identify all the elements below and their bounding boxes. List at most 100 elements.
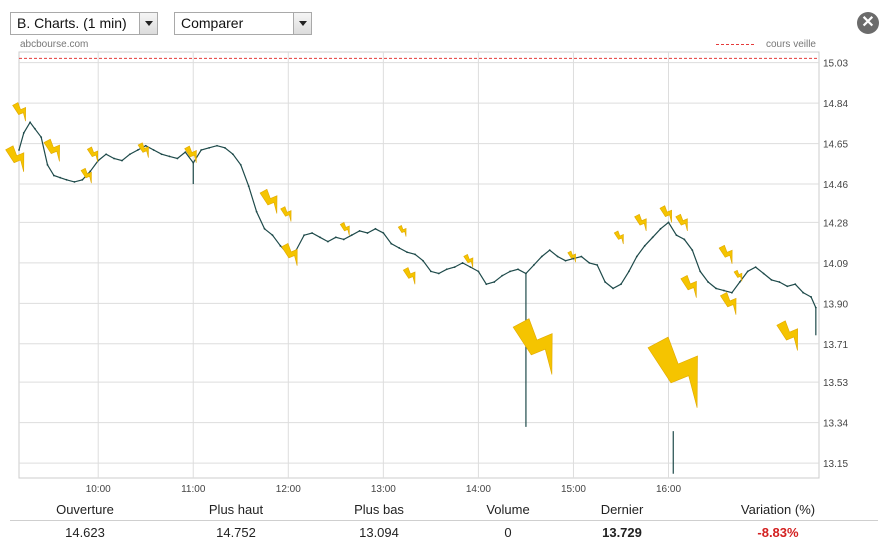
price-point <box>255 210 258 213</box>
chevron-down-icon[interactable] <box>139 13 157 34</box>
price-point <box>469 266 472 269</box>
y-tick-label: 13.34 <box>823 419 848 430</box>
price-point <box>46 163 49 166</box>
lightning-bolt-icon <box>776 320 798 351</box>
stat-value: 0 <box>504 525 512 540</box>
price-point <box>366 232 369 234</box>
stat-header: Volume <box>486 502 530 517</box>
price-point <box>620 283 622 286</box>
y-tick-label: 13.71 <box>823 340 848 351</box>
y-tick-label: 13.90 <box>823 299 848 310</box>
price-point <box>271 234 274 237</box>
price-point <box>802 291 805 294</box>
price-point <box>628 270 630 273</box>
lightning-bolt-icon <box>397 225 407 237</box>
price-point <box>643 244 646 247</box>
price-point <box>429 270 432 273</box>
x-tick-label: 10:00 <box>86 484 111 495</box>
close-icon[interactable]: ✕ <box>857 12 879 34</box>
price-point <box>350 234 353 237</box>
price-point <box>208 146 210 149</box>
price-point <box>358 230 361 232</box>
price-point <box>342 238 345 241</box>
price-point <box>572 257 575 260</box>
y-tick-label: 13.53 <box>823 378 848 389</box>
price-point <box>786 285 789 288</box>
price-point <box>730 291 733 294</box>
price-point <box>532 264 535 266</box>
price-point <box>683 238 686 241</box>
lightning-bolt-icon <box>280 206 292 222</box>
price-point <box>247 185 250 188</box>
intraday-price-chart[interactable]: 10:00 11:00 12:00 13:00 14:00 15:00 16:00 15.0… <box>0 0 888 496</box>
lightning-bolt-icon <box>675 213 688 232</box>
lightning-bolt-icon <box>613 230 624 245</box>
stat-value: 13.094 <box>359 525 399 540</box>
price-point <box>144 144 147 147</box>
lightning-bolt-icon <box>281 242 298 266</box>
lightning-bolt-icon <box>512 318 553 375</box>
y-tick-label: 14.65 <box>823 140 848 151</box>
stat-header: Plus haut <box>208 502 264 517</box>
price-point <box>216 144 218 147</box>
price-point <box>564 259 567 262</box>
price-point <box>89 170 92 173</box>
chart-type-select[interactable]: B. Charts. (1 min) <box>10 12 158 35</box>
y-tick-label: 14.46 <box>823 180 848 191</box>
lightning-bolt-icon <box>733 269 743 282</box>
price-point <box>588 261 591 264</box>
price-point <box>540 255 543 258</box>
price-point <box>509 270 511 273</box>
price-point <box>152 149 155 151</box>
price-point <box>485 283 488 286</box>
price-point <box>699 270 702 273</box>
plot-area-frame <box>18 51 820 479</box>
stat-header: Ouverture <box>56 502 114 517</box>
price-point <box>778 281 781 283</box>
price-point <box>453 266 456 269</box>
y-tick-label: 14.28 <box>823 218 848 229</box>
legend-label: cours veille <box>765 39 816 50</box>
x-tick-label: 13:00 <box>371 484 396 495</box>
price-point <box>548 249 551 251</box>
price-point <box>136 149 139 151</box>
chevron-down-icon[interactable] <box>293 13 311 34</box>
price-point <box>398 247 401 249</box>
price-point <box>770 279 773 281</box>
price-point <box>231 153 234 156</box>
y-tick-label: 14.84 <box>823 99 848 110</box>
stat-header: Dernier <box>600 502 644 517</box>
price-point <box>715 287 717 290</box>
source-label: abcbourse.com <box>20 39 89 50</box>
x-tick-label: 12:00 <box>276 484 301 495</box>
lightning-bolt-icon <box>402 267 416 285</box>
price-point <box>461 261 464 264</box>
x-tick-label: 11:00 <box>181 484 206 495</box>
price-point <box>128 153 131 156</box>
price-point <box>604 281 607 283</box>
lightning-bolt-icon <box>718 244 733 264</box>
price-point <box>176 157 179 160</box>
lightning-bolt-icon <box>463 253 474 268</box>
price-point <box>667 221 670 224</box>
price-point <box>612 287 614 290</box>
lightning-bolt-icon <box>719 291 737 315</box>
price-point <box>707 281 710 283</box>
price-point <box>596 264 599 266</box>
price-point <box>33 127 36 130</box>
price-point <box>239 163 242 166</box>
stat-value: 14.752 <box>216 525 256 540</box>
price-point <box>168 155 171 158</box>
x-tick-label: 14:00 <box>466 484 491 495</box>
compare-select[interactable]: Comparer <box>174 12 312 35</box>
price-point <box>22 132 25 134</box>
stat-value: -8.83% <box>757 525 799 540</box>
price-point <box>580 255 583 258</box>
lightning-bolt-icon <box>12 102 26 122</box>
x-tick-label: 16:00 <box>656 484 681 495</box>
price-point <box>121 159 123 162</box>
lightning-bolt-icon <box>137 142 149 158</box>
price-point <box>319 236 321 239</box>
price-point <box>279 244 282 247</box>
compare-select-value: Comparer <box>181 15 244 31</box>
